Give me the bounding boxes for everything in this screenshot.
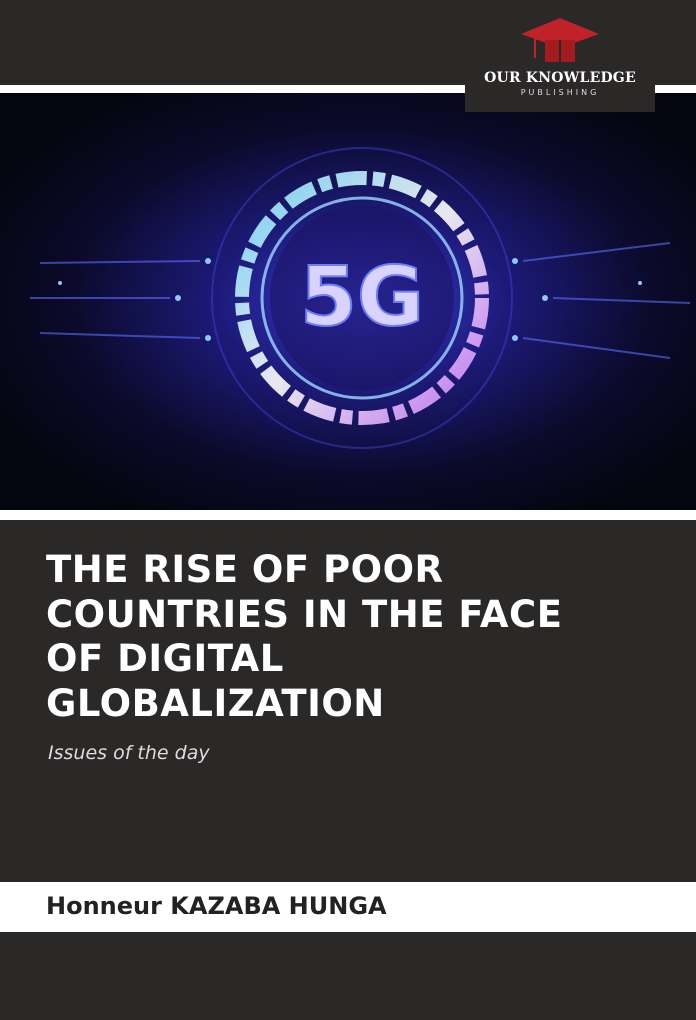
- publisher-logo: OUR KNOWLEDGE PUBLISHING: [465, 0, 655, 112]
- author: Honneur KAZABA HUNGA: [46, 892, 387, 920]
- cover-image: 5G: [0, 93, 696, 510]
- title-line: COUNTRIES IN THE FACE: [46, 592, 563, 636]
- author-band: Honneur KAZABA HUNGA: [0, 882, 696, 932]
- stripe: [0, 510, 696, 520]
- title-line: GLOBALIZATION: [46, 681, 385, 725]
- title-line: OF DIGITAL: [46, 637, 284, 680]
- book-title: THE RISE OF POOR COUNTRIES IN THE FACE O…: [46, 548, 563, 726]
- image-label: 5G: [300, 250, 424, 345]
- title-line: THE RISE OF POOR: [46, 548, 444, 591]
- book-subtitle: Issues of the day: [48, 742, 210, 764]
- stripe: [0, 85, 696, 93]
- publisher-subtitle: PUBLISHING: [520, 88, 600, 97]
- logo-icon: [521, 18, 599, 62]
- publisher-name: OUR KNOWLEDGE: [484, 70, 636, 86]
